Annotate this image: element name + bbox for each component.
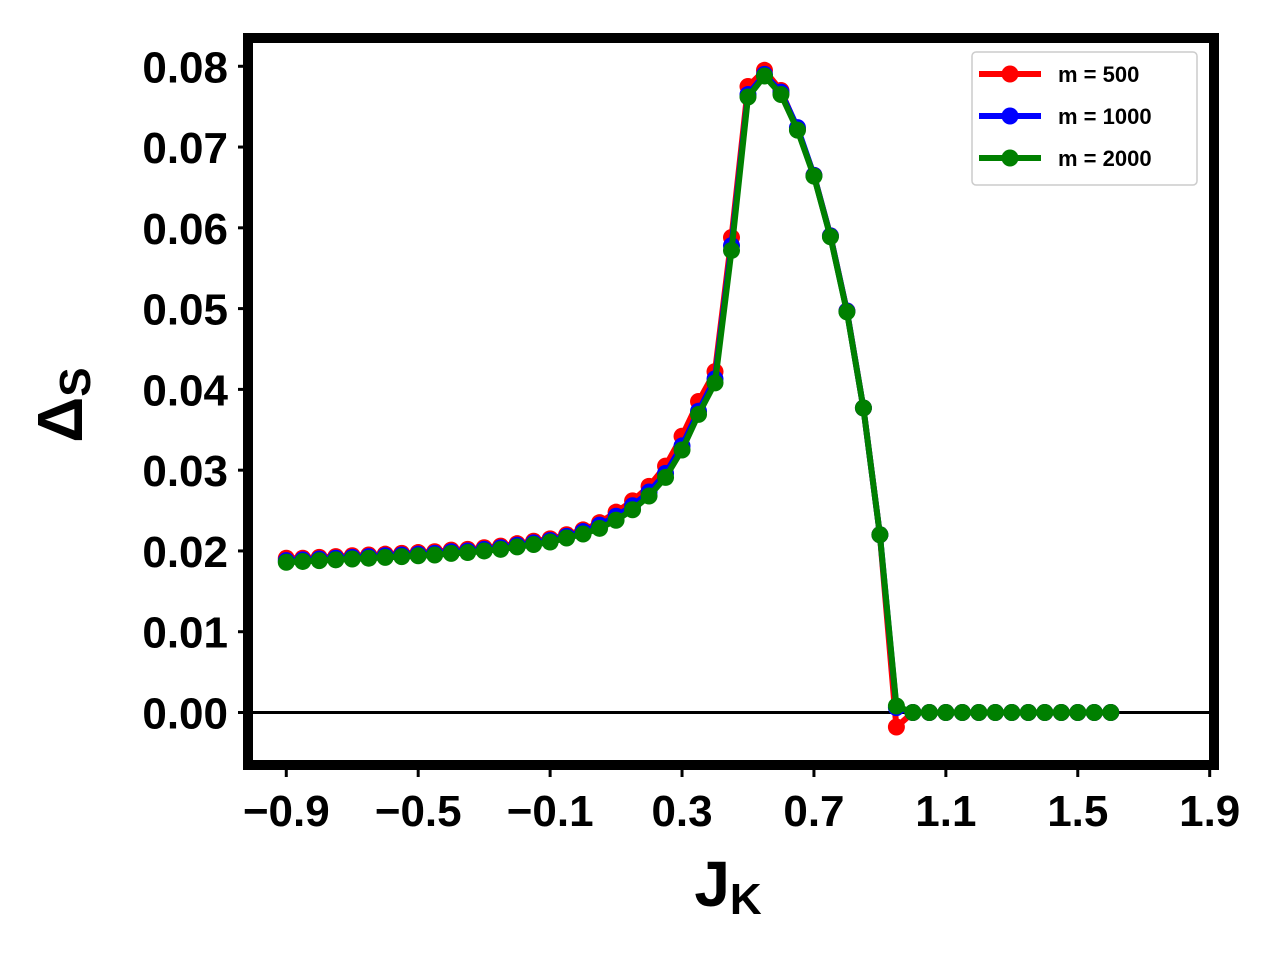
- x-axis-ticks: −0.9 −0.5 −0.1 0.3 0.7 1.1 1.5 1.9: [243, 769, 1240, 836]
- data-point: [1102, 703, 1120, 721]
- y-tick-label: 0.07: [142, 124, 228, 173]
- data-point: [871, 526, 889, 544]
- data-point: [558, 529, 576, 547]
- legend-label: m = 1000: [1058, 104, 1152, 129]
- data-point: [607, 511, 625, 529]
- data-point: [624, 501, 642, 519]
- data-point: [904, 703, 922, 721]
- data-point: [277, 553, 295, 571]
- data-point: [1003, 703, 1021, 721]
- data-point: [690, 405, 708, 423]
- data-point: [541, 533, 559, 551]
- data-point: [854, 399, 872, 417]
- y-axis-title-main: Δ: [24, 397, 96, 443]
- data-point: [492, 540, 510, 558]
- y-tick-label: 0.05: [142, 286, 228, 335]
- x-tick-label: 1.5: [1047, 787, 1108, 836]
- y-tick-label: 0.02: [142, 528, 228, 577]
- data-point: [409, 547, 427, 565]
- data-point: [343, 550, 361, 568]
- data-point: [739, 88, 757, 106]
- data-point: [953, 703, 971, 721]
- data-point: [591, 519, 609, 537]
- y-axis-title-sub: S: [51, 367, 100, 396]
- legend-label: m = 500: [1058, 62, 1139, 87]
- y-tick-label: 0.03: [142, 447, 228, 496]
- data-point: [887, 718, 905, 736]
- y-tick-label: 0.04: [142, 366, 228, 415]
- data-point: [442, 544, 460, 562]
- y-axis-title: ΔS: [24, 367, 100, 442]
- data-point: [755, 67, 773, 85]
- y-tick-label: 0.06: [142, 205, 228, 254]
- data-point: [772, 86, 790, 104]
- legend: m = 500 m = 1000 m = 2000: [971, 51, 1198, 186]
- x-tick-label: −0.1: [507, 787, 594, 836]
- y-tick-label: 0.01: [142, 609, 228, 658]
- data-point: [887, 697, 905, 715]
- data-point: [360, 549, 378, 567]
- data-point: [1085, 703, 1103, 721]
- data-point: [920, 703, 938, 721]
- data-point: [426, 546, 444, 564]
- x-tick-label: 1.9: [1179, 787, 1240, 836]
- data-point: [327, 551, 345, 569]
- data-point: [805, 167, 823, 185]
- data-point: [459, 544, 477, 562]
- x-tick-label: −0.9: [243, 787, 330, 836]
- data-point: [310, 552, 328, 570]
- data-point: [1069, 703, 1087, 721]
- data-point: [1052, 703, 1070, 721]
- legend-box: [971, 51, 1198, 186]
- x-axis-title-sub: K: [730, 875, 762, 924]
- data-point: [706, 374, 724, 392]
- x-tick-label: 1.1: [915, 787, 976, 836]
- series-layer: [277, 61, 1120, 736]
- data-point: [294, 552, 312, 570]
- x-tick-label: −0.5: [375, 787, 462, 836]
- legend-marker: [1001, 65, 1019, 83]
- data-point: [937, 703, 955, 721]
- x-tick-label: 0.7: [783, 787, 844, 836]
- legend-label: m = 2000: [1058, 146, 1152, 171]
- data-point: [1036, 703, 1054, 721]
- x-axis-title-main: J: [694, 848, 730, 920]
- data-point: [640, 487, 658, 505]
- data-point: [821, 228, 839, 246]
- data-point: [657, 468, 675, 486]
- data-point: [673, 441, 691, 459]
- plot-frame: [243, 33, 1219, 770]
- x-tick-label: 0.3: [651, 787, 712, 836]
- x-axis-title: JK: [694, 848, 762, 924]
- data-point: [475, 542, 493, 560]
- data-point: [970, 703, 988, 721]
- data-point: [838, 303, 856, 321]
- y-axis-ticks: 0.00 0.01 0.02 0.03 0.04 0.05 0.06 0.07 0.08: [142, 43, 246, 738]
- series-3: [277, 67, 1120, 721]
- data-point: [376, 548, 394, 566]
- data-point: [574, 525, 592, 543]
- data-point: [986, 703, 1004, 721]
- y-tick-label: 0.00: [142, 689, 228, 738]
- data-point: [723, 241, 740, 259]
- data-point: [525, 535, 543, 553]
- y-tick-label: 0.08: [142, 43, 228, 92]
- data-point: [508, 538, 526, 556]
- legend-marker: [1001, 149, 1019, 167]
- legend-marker: [1001, 107, 1019, 125]
- data-point: [393, 548, 411, 566]
- data-point: [788, 121, 806, 139]
- data-point: [1019, 703, 1037, 721]
